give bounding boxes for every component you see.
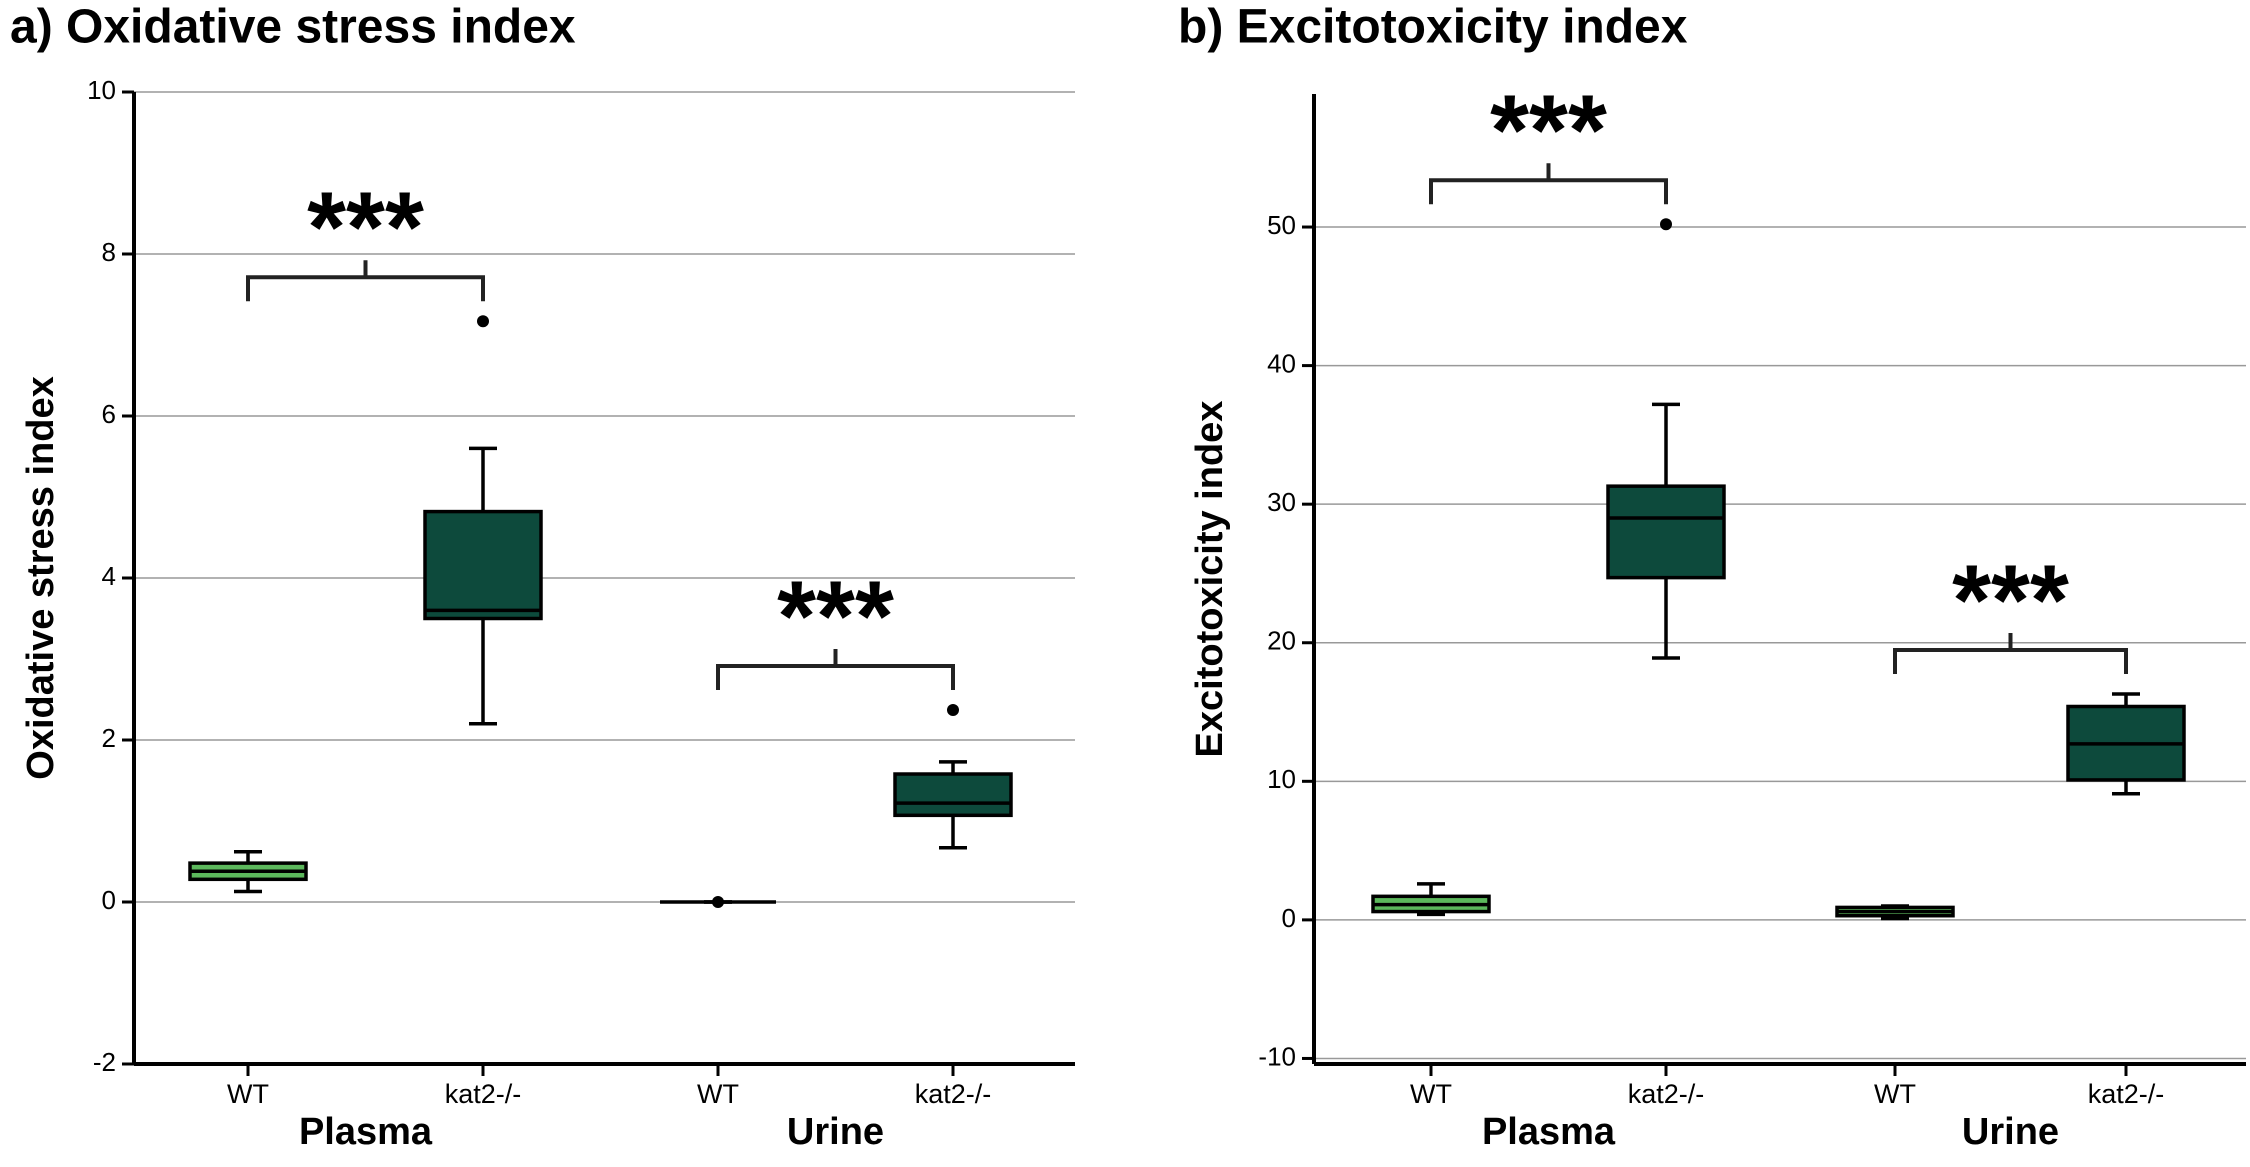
x-tick-label: WT [1410, 1079, 1452, 1109]
group-label: Urine [1962, 1111, 2059, 1153]
outlier [947, 704, 959, 717]
box [893, 772, 1013, 818]
y-tick-label: 50 [1267, 210, 1296, 240]
x-tick-label: WT [1874, 1079, 1916, 1109]
outlier [1660, 218, 1672, 231]
y-tick-label: 10 [1267, 764, 1296, 794]
y-tick-label: 10 [87, 75, 116, 105]
x-tick-label: kat2-/- [2088, 1079, 2165, 1109]
significance-bracket [1893, 633, 2128, 675]
x-tick-label: WT [697, 1079, 739, 1109]
y-tick-label: 4 [102, 561, 116, 591]
y-tick-label: 0 [1282, 903, 1296, 933]
y-tick-label: 6 [102, 399, 116, 429]
y-tick-label: 20 [1267, 626, 1296, 656]
significance-label: *** [1490, 75, 1607, 187]
significance-label: *** [1952, 544, 2069, 656]
chart-title: a) Oxidative stress index [10, 1, 576, 54]
y-tick-label: 8 [102, 237, 116, 267]
chart-title: b) Excitotoxicity index [1178, 1, 1688, 54]
y-tick-label: 0 [102, 885, 116, 915]
y-tick-label: 40 [1267, 348, 1296, 378]
outlier [712, 896, 724, 908]
group-label: Plasma [1482, 1111, 1616, 1153]
group-label: Plasma [299, 1111, 433, 1153]
box [1606, 484, 1726, 580]
x-tick-label: kat2-/- [445, 1079, 522, 1109]
y-tick-label: -10 [1258, 1041, 1296, 1071]
significance-label: *** [777, 560, 894, 672]
y-tick-label: -2 [93, 1047, 116, 1077]
y-axis-label: Oxidative stress index [20, 376, 62, 779]
x-tick-label: kat2-/- [1628, 1079, 1705, 1109]
group-label: Urine [787, 1111, 884, 1153]
box [423, 509, 543, 621]
significance-label: *** [307, 172, 424, 284]
x-tick-label: WT [227, 1079, 269, 1109]
y-tick-label: 2 [102, 723, 116, 753]
significance-bracket [716, 649, 955, 691]
outlier [477, 315, 489, 328]
significance-bracket [1429, 163, 1668, 205]
significance-bracket [246, 260, 485, 302]
y-axis-label: Excitotoxicity index [1189, 401, 1231, 758]
y-tick-label: 30 [1267, 487, 1296, 517]
x-tick-label: kat2-/- [915, 1079, 992, 1109]
